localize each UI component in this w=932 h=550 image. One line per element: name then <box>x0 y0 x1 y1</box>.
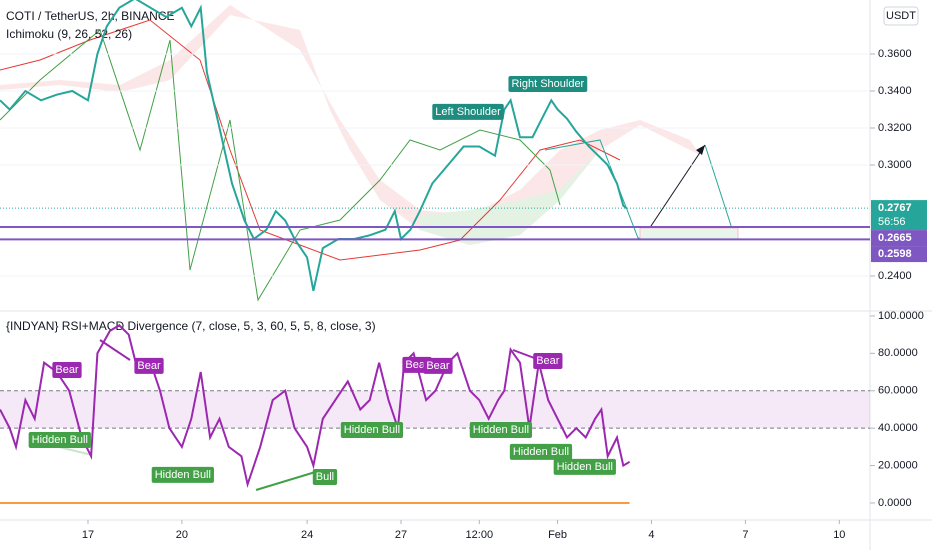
annotation-box <box>134 357 164 374</box>
arrow-head <box>696 145 705 155</box>
y-tick-label: 20.0000 <box>878 459 918 471</box>
annotation-text: Hidden Bull <box>344 424 400 436</box>
x-tick-label: 4 <box>648 529 654 541</box>
annotation: Bull <box>312 468 338 485</box>
y-tick-label: 0.3000 <box>878 159 912 171</box>
annotation: Hidden Bull <box>509 443 573 460</box>
level-tag <box>871 246 927 263</box>
annotation-text: Hidden Bull <box>557 461 613 473</box>
annotation-text: Hidden Bull <box>155 469 211 481</box>
indicator-title: Ichimoku (9, 26, 52, 26) <box>6 27 132 41</box>
annotation-text: Bear <box>137 360 161 372</box>
annotation-text: Bear <box>55 364 79 376</box>
annotation: Hidden Bull <box>553 458 616 475</box>
chart-title: COTI / TetherUS, 2h, BINANCE <box>6 9 175 23</box>
annotation: Bear <box>52 361 82 378</box>
currency-button[interactable] <box>883 6 919 26</box>
pattern-neckline <box>544 139 736 239</box>
cloud-green <box>420 150 600 245</box>
annotation-text: Bull <box>316 471 334 483</box>
annotation: Hidden Bull <box>151 466 214 483</box>
annotation-text: Bear <box>536 355 560 367</box>
back-layer <box>0 53 870 504</box>
annotation: Left Shoulder <box>432 103 504 120</box>
y-tick-label: 80.0000 <box>878 347 918 359</box>
projection-arrow <box>644 144 706 236</box>
level-label: 0.2665 <box>878 232 912 244</box>
annotation: Bear <box>134 357 164 374</box>
y-tick-label: 0.3400 <box>878 85 912 97</box>
countdown: 56:56 <box>878 216 906 228</box>
annotation-box <box>432 103 504 120</box>
oscillator-title: {INDYAN} RSI+MACD Divergence (7, close, … <box>6 319 376 333</box>
annotation-text: Bear <box>405 359 429 371</box>
annotation-box <box>340 422 404 439</box>
annotation: Bear <box>423 357 453 374</box>
x-tick-label: 7 <box>742 529 748 541</box>
x-tick-label: 12:00 <box>466 529 494 541</box>
divergence-line <box>255 469 323 491</box>
last-price-label: 0.2767 <box>878 202 912 214</box>
x-tick-label: 17 <box>82 529 94 541</box>
annotation: Hidden Bull <box>340 422 404 439</box>
annotation-box <box>312 468 338 485</box>
y-tick-label: 100.0000 <box>878 310 924 322</box>
annotation: Hidden Bull <box>28 431 91 448</box>
band <box>0 390 870 429</box>
annotation-box <box>508 75 588 92</box>
annotation-box <box>553 458 616 475</box>
annotation-text: Right Shoulder <box>511 78 584 90</box>
annotation: Right Shoulder <box>508 75 588 92</box>
main-layer <box>0 0 870 489</box>
x-tick-label: 27 <box>395 529 407 541</box>
annotation-text: Hidden Bull <box>513 446 569 458</box>
level-tag <box>871 230 927 247</box>
level-label: 0.2598 <box>878 248 912 260</box>
x-tick-label: 24 <box>301 529 313 541</box>
annotation-box <box>423 357 453 374</box>
x-tick-label: Feb <box>548 529 567 541</box>
ichimoku-lagging <box>0 29 561 302</box>
y-tick-label: 0.2400 <box>878 270 912 282</box>
y-tick-label: 40.0000 <box>878 422 918 434</box>
currency[interactable]: USDT <box>886 10 916 22</box>
x-tick-label: 10 <box>833 529 845 541</box>
annotation-text: Hidden Bull <box>32 434 88 446</box>
annotation-box <box>509 443 573 460</box>
y-tick-label: 60.0000 <box>878 385 918 397</box>
y-tick-label: 0.3600 <box>878 48 912 60</box>
annotation-box <box>469 422 533 439</box>
annotation-text: Bear <box>426 360 450 372</box>
annotation-text: Hidden Bull <box>473 424 529 436</box>
annotation-text: Left Shoulder <box>435 106 501 118</box>
annotation-box <box>28 431 91 448</box>
ichimoku-base <box>0 19 621 261</box>
y-tick-label: 0.0000 <box>878 497 912 509</box>
last-price-tag <box>871 200 927 231</box>
y-tick-label: 0.3200 <box>878 122 912 134</box>
annotation: Hidden Bull <box>469 422 533 439</box>
annotation-box <box>533 353 563 370</box>
annotation-box <box>52 361 82 378</box>
divergence-line <box>99 339 131 361</box>
cloud-red <box>0 5 700 245</box>
annotation: Bear <box>533 353 563 370</box>
ichimoku-cloud <box>0 5 700 245</box>
annotation-box <box>151 466 214 483</box>
x-tick-label: 20 <box>176 529 188 541</box>
target-box <box>639 227 739 240</box>
series-line <box>0 0 628 292</box>
